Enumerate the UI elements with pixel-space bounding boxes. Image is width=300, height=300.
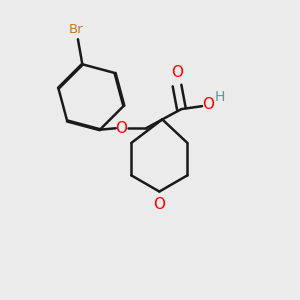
Text: O: O: [171, 65, 183, 80]
Text: O: O: [115, 121, 127, 136]
Text: O: O: [202, 97, 214, 112]
Text: Br: Br: [69, 23, 84, 36]
Text: H: H: [214, 90, 225, 104]
Text: O: O: [153, 197, 165, 212]
